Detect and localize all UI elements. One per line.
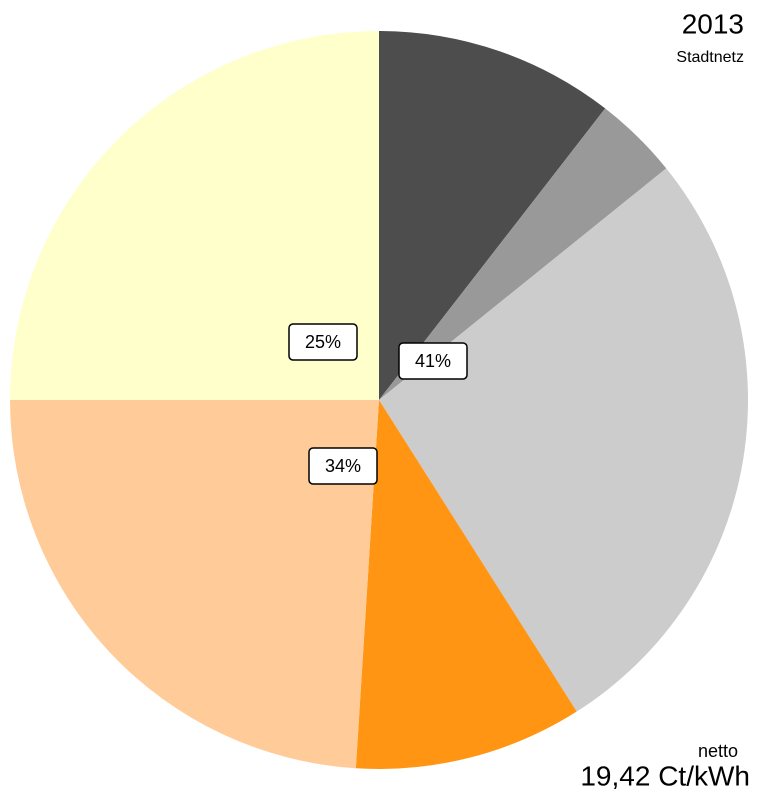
pie-slice [379,31,606,400]
annotation: netto [698,741,738,761]
pie-slice [10,31,379,400]
group-label-box [398,342,468,380]
pie [10,31,748,769]
chart-title: 2013 [682,8,744,39]
annotation: 19,42 Ct/kWh [580,760,750,791]
group-label-box [308,447,378,485]
pie-slice [355,400,577,769]
group-label: 34% [325,456,361,476]
pie-slice [379,108,667,400]
group-label: 41% [415,351,451,371]
group-label-box [288,323,358,361]
chart-subtitle: Stadtnetz [676,49,744,66]
pie-slice [379,168,748,712]
pie-slice [10,400,379,769]
group-label: 25% [305,332,341,352]
